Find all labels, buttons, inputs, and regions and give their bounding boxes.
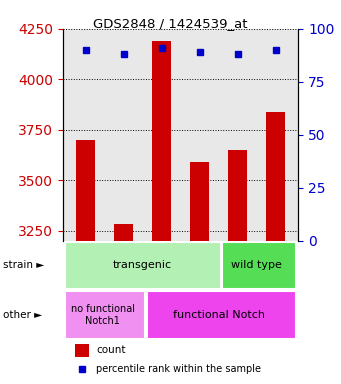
Bar: [222, 242, 296, 289]
Bar: [76, 140, 95, 241]
Bar: [75, 344, 89, 358]
Text: percentile rank within the sample: percentile rank within the sample: [96, 364, 261, 374]
Bar: [190, 162, 209, 241]
Text: functional Notch: functional Notch: [173, 310, 265, 320]
Bar: [266, 111, 285, 241]
Text: GDS2848 / 1424539_at: GDS2848 / 1424539_at: [93, 17, 248, 30]
Text: other ►: other ►: [3, 310, 43, 320]
Bar: [65, 291, 145, 339]
Text: wild type: wild type: [231, 260, 282, 270]
Bar: [65, 242, 221, 289]
Text: transgenic: transgenic: [113, 260, 172, 270]
Text: strain ►: strain ►: [3, 260, 45, 270]
Text: count: count: [96, 345, 125, 355]
Bar: [228, 150, 247, 241]
Bar: [152, 41, 171, 241]
Text: no functional
Notch1: no functional Notch1: [71, 304, 135, 326]
Bar: [114, 225, 133, 241]
Bar: [147, 291, 296, 339]
